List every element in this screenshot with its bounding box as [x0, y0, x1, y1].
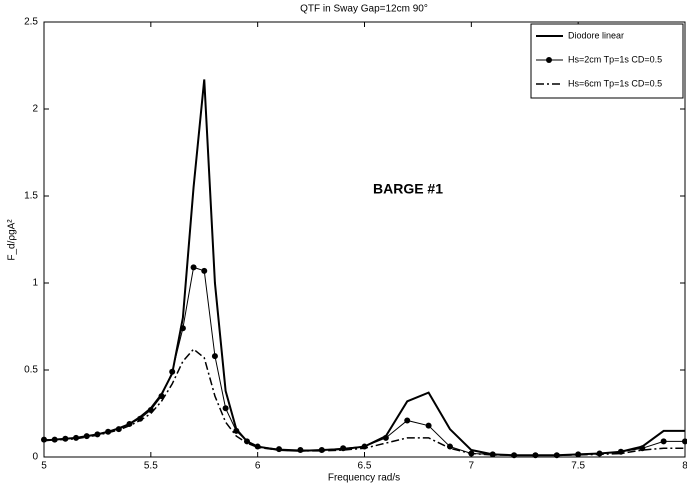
y-tick-label: 2.5 [24, 17, 38, 28]
y-tick-label: 1.5 [24, 191, 38, 202]
data-point [575, 451, 582, 458]
data-point [254, 443, 261, 450]
x-tick-label: 5.5 [144, 461, 158, 472]
chart-title: QTF in Sway Gap=12cm 90° [300, 4, 428, 15]
data-point [190, 264, 197, 271]
legend-label: Hs=2cm Tp=1s CD=0.5 [568, 54, 662, 64]
data-point [425, 422, 432, 429]
y-tick-label: 1 [32, 278, 38, 289]
x-tick-label: 6.5 [358, 461, 372, 472]
x-tick-label: 7.5 [571, 461, 585, 472]
x-tick-label: 8 [682, 461, 687, 472]
data-point [318, 447, 325, 454]
data-point [222, 405, 229, 412]
x-tick-label: 6 [255, 461, 261, 472]
y-tick-label: 0 [32, 452, 38, 463]
data-point [73, 434, 80, 441]
data-point [446, 443, 453, 450]
legend-label: Diodore linear [568, 30, 624, 40]
x-tick-label: 5 [41, 461, 47, 472]
data-point [169, 368, 176, 375]
legend-label: Hs=6cm Tp=1s CD=0.5 [568, 78, 662, 88]
series-line [44, 266, 685, 456]
data-point [94, 431, 101, 438]
data-point [126, 420, 133, 427]
data-point [51, 436, 58, 443]
data-point [682, 438, 687, 445]
series-line [43, 79, 685, 457]
data-point [233, 427, 240, 434]
data-point [115, 426, 122, 433]
data-point [297, 447, 304, 454]
data-point [83, 433, 90, 440]
annotation: BARGE #1 [373, 181, 443, 197]
data-point [511, 452, 518, 459]
data-point [553, 452, 560, 459]
y-tick-label: 0.5 [24, 365, 38, 376]
data-point [660, 438, 667, 445]
x-tick-label: 7 [469, 461, 475, 472]
data-point [382, 434, 389, 441]
data-point [105, 428, 112, 435]
data-point [211, 353, 218, 360]
data-point [179, 325, 186, 332]
data-point [404, 417, 411, 424]
series-line [43, 348, 685, 457]
legend-marker [546, 57, 552, 63]
data-point [489, 451, 496, 458]
y-axis-label: F_d/ρgA² [7, 219, 18, 261]
x-axis-label: Frequency rad/s [328, 473, 400, 484]
data-point [596, 450, 603, 457]
data-point [201, 267, 208, 274]
y-tick-label: 2 [32, 104, 38, 115]
